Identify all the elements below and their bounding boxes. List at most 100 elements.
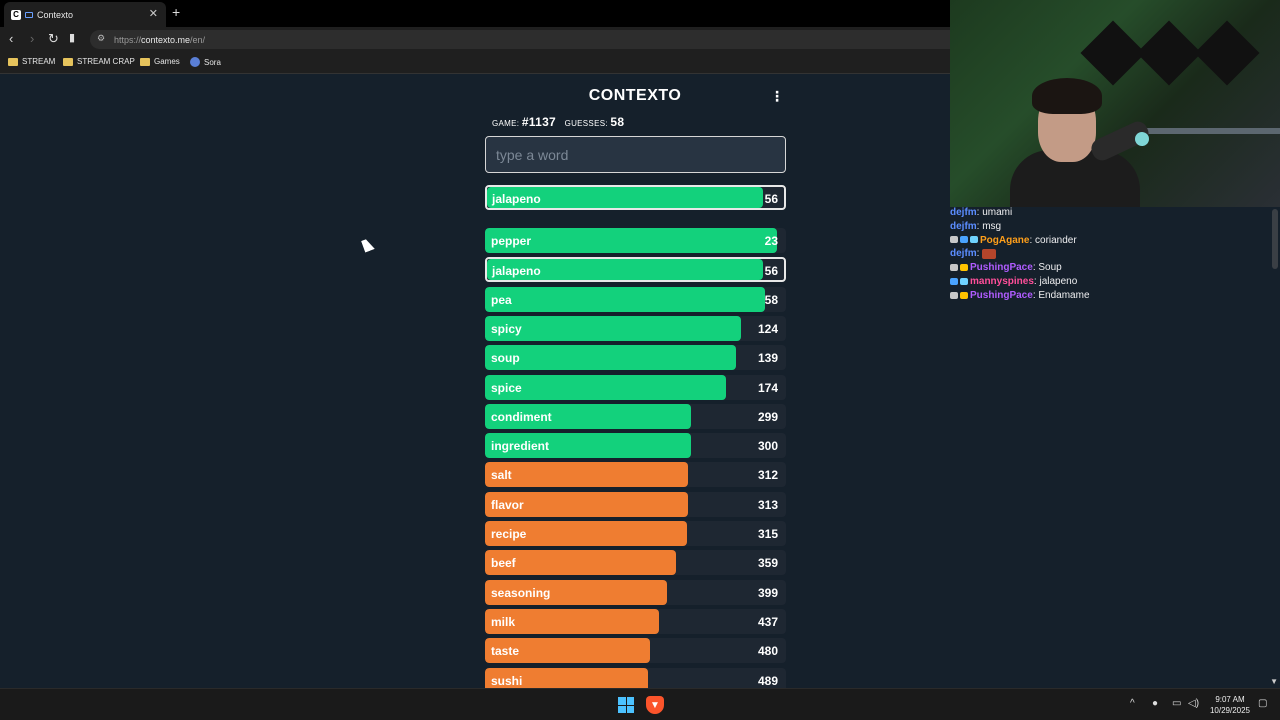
windows-start-icon[interactable]: [618, 697, 634, 713]
similarity-bar: [485, 433, 691, 459]
guess-word: recipe: [491, 527, 527, 541]
chat-scrollbar[interactable]: [1272, 209, 1278, 269]
chat-message: PushingPace: Soup: [950, 262, 1062, 273]
guess-row: taste 480: [485, 638, 786, 664]
new-tab-icon[interactable]: +: [172, 4, 181, 20]
guess-row: recipe 315: [485, 521, 786, 546]
chat-username[interactable]: dejfm: [950, 220, 977, 232]
guess-rank: 300: [757, 439, 778, 454]
guess-row: spice 174: [485, 374, 786, 400]
chat-text: : jalapeno: [1033, 276, 1078, 287]
guess-rank: 23: [764, 234, 778, 248]
contexto-page: CONTEXTO ⋮ GAME: #1137 GUESSES: 58 jalap…: [0, 75, 950, 693]
similarity-bar: [487, 259, 764, 281]
guess-row: jalapeno 56: [485, 257, 786, 283]
tab-contexto[interactable]: C Contexto ✕: [4, 2, 166, 27]
guess-row: pepper 23: [485, 228, 786, 253]
scroll-down-icon[interactable]: ▼: [1270, 677, 1278, 686]
chat-badge-icon: [960, 236, 968, 244]
forward-icon[interactable]: ›: [30, 31, 35, 46]
guess-row: beef 359: [485, 550, 786, 576]
guess-word: seasoning: [491, 585, 551, 600]
guess-word: taste: [491, 644, 520, 659]
guess-word: salt: [491, 468, 512, 483]
guess-rank: 139: [757, 351, 778, 366]
guess-row: seasoning 399: [485, 579, 786, 605]
chat-username[interactable]: PushingPace: [970, 289, 1033, 301]
bookmark-stream[interactable]: STREAM: [8, 57, 55, 66]
guess-rank: 489: [757, 673, 778, 688]
guess-word: spice: [491, 380, 522, 395]
bookmark-games[interactable]: Games: [140, 57, 180, 66]
notifications-icon[interactable]: ▢: [1258, 698, 1268, 709]
guess-word: jalapeno: [492, 264, 541, 279]
site-settings-icon[interactable]: ⚙: [97, 33, 106, 43]
similarity-bar: [485, 228, 777, 253]
game-number: #1137: [521, 115, 557, 129]
guess-rank: 56: [764, 192, 778, 206]
clock[interactable]: 9:07 AM 10/29/2025: [1205, 694, 1255, 716]
guess-row: pea 58: [485, 286, 786, 312]
bookmark-icon[interactable]: ▮: [69, 32, 76, 44]
volume-icon[interactable]: ◁): [1188, 698, 1200, 709]
close-tab-icon[interactable]: ✕: [148, 8, 158, 20]
similarity-bar: [485, 521, 688, 546]
guess-rank: 480: [757, 644, 778, 659]
guess-word: beef: [491, 556, 516, 571]
bookmark-sora[interactable]: Sora: [190, 57, 221, 67]
guess-word: pepper: [491, 234, 532, 248]
tab-title: Contexto: [37, 9, 74, 20]
chat-badge-icon: [960, 264, 968, 272]
reload-icon[interactable]: ↻: [48, 31, 59, 46]
chat-username[interactable]: PushingPace: [970, 262, 1033, 274]
url-scheme: https://: [114, 34, 142, 45]
mouse-cursor-icon: [361, 237, 375, 253]
similarity-bar: [485, 315, 741, 341]
more-options-icon[interactable]: ⋮: [770, 88, 784, 104]
microphone-icon[interactable]: ●: [1152, 698, 1159, 709]
guess-rank: 399: [757, 585, 778, 600]
bookmark-stream-crap[interactable]: STREAM CRAP: [63, 57, 135, 66]
chat-username[interactable]: PogAgane: [980, 234, 1030, 246]
guess-rank: 312: [757, 468, 778, 483]
network-icon[interactable]: ▭: [1172, 698, 1182, 709]
chat-username[interactable]: dejfm: [950, 207, 977, 218]
brave-browser-icon[interactable]: ▼: [646, 696, 664, 714]
acoustic-panel: [1136, 20, 1202, 86]
chat-text: : Soup: [1032, 262, 1062, 274]
word-input[interactable]: [485, 136, 786, 173]
chat-badge-icon: [950, 236, 958, 244]
tab-strip: C Contexto ✕ +: [0, 0, 950, 27]
chat-username[interactable]: mannyspines: [970, 276, 1034, 287]
tray-overflow-icon[interactable]: ^: [1130, 698, 1135, 709]
bookmark-label: Games: [154, 57, 180, 66]
address-bar[interactable]: ⚙ https:// contexto.me /en/: [90, 30, 950, 49]
chat-badge-icon: [970, 236, 978, 244]
bookmark-label: STREAM: [22, 57, 56, 66]
taskbar: ▼ ^ ● ▭ ◁) 9:07 AM 10/29/2025 ▢: [0, 688, 1280, 720]
url-path: /en/: [190, 34, 206, 45]
guess-row: ingredient 300: [485, 433, 786, 459]
guess-rank: 313: [757, 497, 778, 512]
guesses-count: 58: [610, 115, 625, 129]
chat-username[interactable]: dejfm: [950, 248, 977, 260]
guess-rank: 58: [764, 292, 778, 307]
chat-message: PogAgane: coriander: [950, 235, 1077, 246]
folder-icon: [63, 57, 73, 66]
chat-message: mannyspines: jalapeno: [950, 276, 1077, 287]
tab-media-icon: [25, 11, 33, 18]
bookmarks-bar: STREAM STREAM CRAP Games Sora: [0, 52, 950, 74]
back-icon[interactable]: ‹: [9, 31, 14, 46]
guess-row: salt 312: [485, 462, 786, 488]
contexto-favicon-icon: C: [11, 9, 21, 20]
guess-rank: 299: [757, 409, 778, 424]
guesses-label: GUESSES:: [564, 119, 608, 128]
bookmark-label: Sora: [204, 57, 221, 67]
streamer-hair: [1032, 78, 1102, 114]
guess-rank: 56: [764, 264, 778, 279]
chat-message: dejfm:: [950, 248, 998, 259]
chat-text: : umami: [976, 207, 1013, 218]
chat-badge-icon: [950, 264, 958, 272]
similarity-bar: [485, 579, 668, 605]
